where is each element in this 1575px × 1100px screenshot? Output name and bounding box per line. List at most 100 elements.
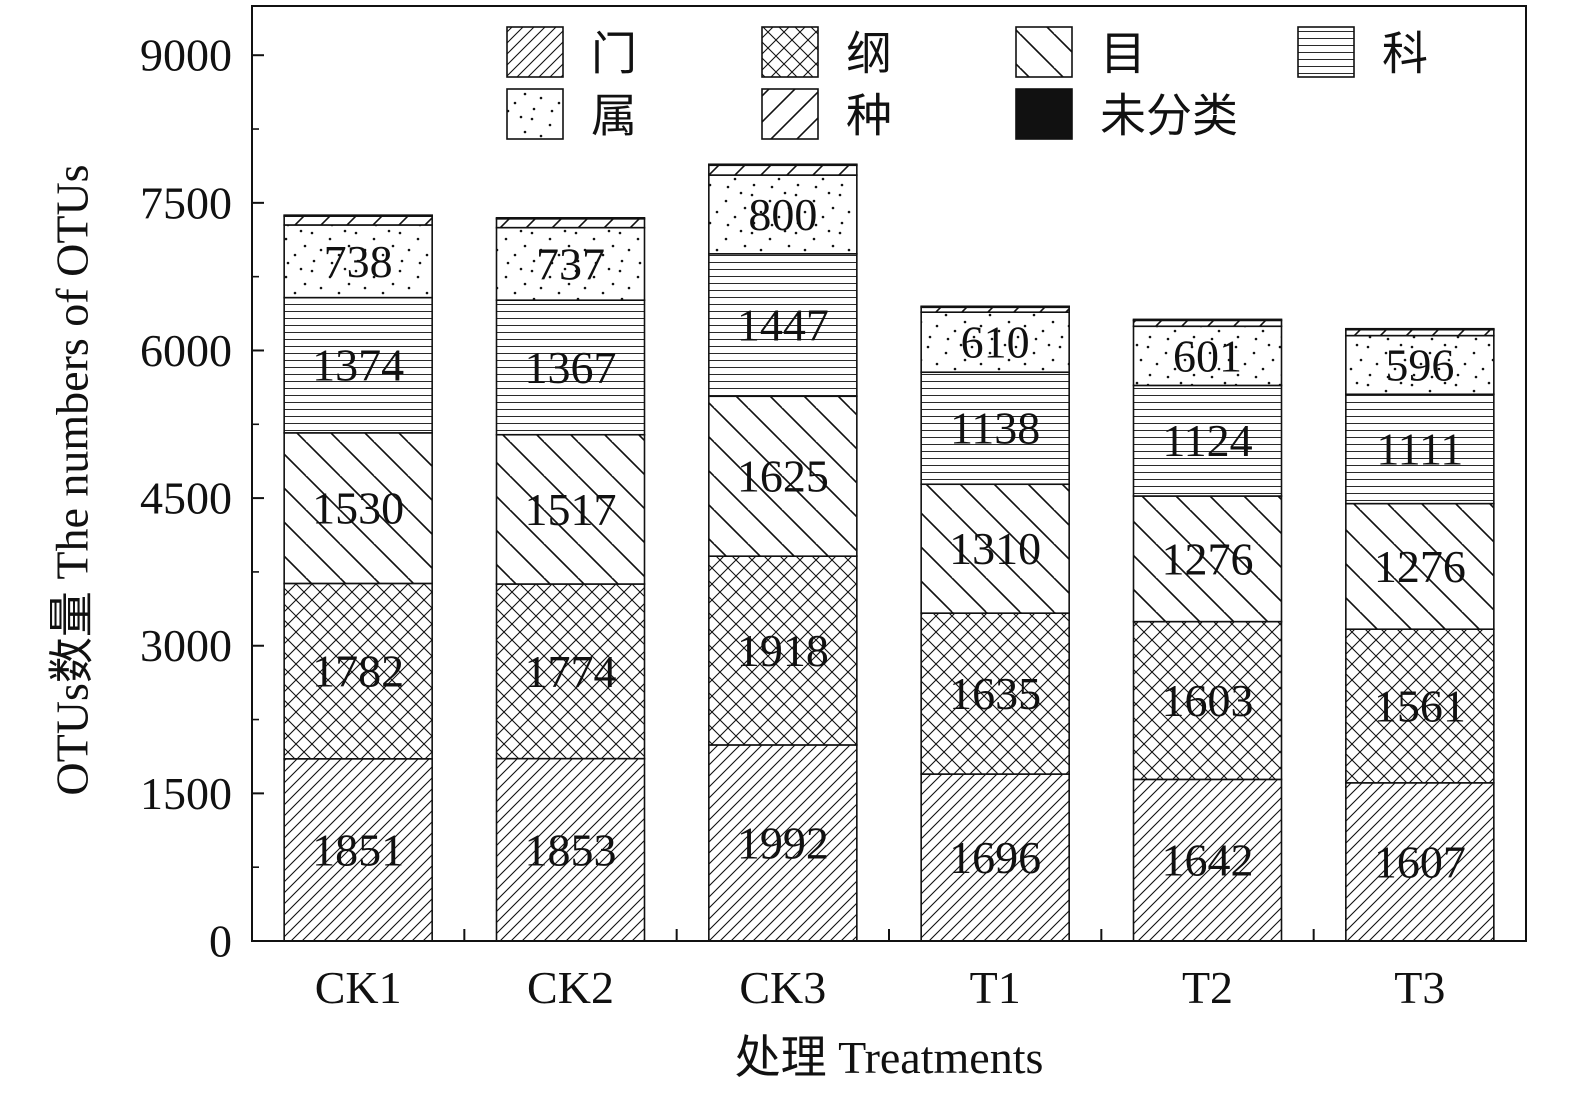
legend-label: 科 [1382,29,1428,80]
legend-swatch [1015,26,1073,78]
bar-segment [708,744,858,942]
x-axis-ticks: CK1 CK2 CK3 T1 T2 T3 [315,929,1445,1013]
bar-segment [1345,393,1495,505]
bar-segment [495,583,646,760]
y-tick-label: 9000 [140,30,232,81]
bar-segment [495,217,646,229]
bar-segment [1345,328,1495,337]
bar-segment [283,296,433,434]
data-label: 610 [961,317,1030,368]
x-tick-label: T3 [1394,962,1445,1013]
legend-label: 门 [591,29,637,80]
data-label: 1517 [525,484,617,535]
bar-segment [1132,384,1283,497]
bar-segment [1132,495,1283,623]
y-tick-label: 0 [209,916,232,967]
data-label: 1111 [1376,423,1463,474]
legend-swatch [506,26,564,78]
x-tick-label: CK1 [315,962,402,1013]
bar-segment [283,224,433,299]
bar-segment [708,164,858,176]
data-label: 1851 [312,824,404,875]
legend-swatch [761,88,819,140]
data-label: 1124 [1162,415,1252,466]
bar-segment [1132,620,1283,781]
data-label: 738 [324,236,393,287]
data-label: 1992 [737,817,829,868]
data-label: 737 [536,238,605,289]
y-tick-label: 6000 [140,325,232,376]
data-label: 1918 [737,625,829,676]
x-tick-label: T1 [970,962,1021,1013]
x-tick-label: CK3 [739,962,826,1013]
y-tick-label: 1500 [140,768,232,819]
x-tick-label: T2 [1182,962,1233,1013]
bar-segment [708,163,858,167]
data-label: 1853 [525,824,617,875]
data-label: 1276 [1162,533,1254,584]
data-label: 1276 [1374,541,1466,592]
plot-frame [251,5,1527,942]
bar-segment [1345,628,1495,784]
legend-label: 属 [591,91,637,142]
bar-segment [495,433,646,585]
bar-segment [1345,327,1495,331]
bar-segment [1132,318,1283,322]
legend-label: 未分类 [1100,91,1238,142]
bar-labels-layer: 1851 1782 1530 1374 738 1853 1774 1517 1367 737 19… [312,189,1466,887]
bar-segment [1132,319,1283,328]
data-label: 1447 [737,300,829,351]
bar-segment [495,226,646,301]
bar-segment [495,757,646,942]
bar-segment [283,758,433,942]
bar-segment [920,773,1070,942]
bar-segment [920,311,1070,374]
bar-segment [283,214,433,217]
data-label: 1138 [950,403,1040,454]
y-tick-label: 3000 [140,620,232,671]
legend-label: 目 [1100,29,1146,80]
bar-segment [283,582,433,760]
data-label: 1561 [1374,681,1466,732]
x-tick-label: CK2 [527,962,614,1013]
data-label: 1782 [312,646,404,697]
legend-swatch [1297,26,1355,78]
data-label: 1774 [525,646,617,697]
y-axis-ticks: 0 1500 3000 4500 6000 7500 9000 [140,30,264,967]
bar-segment [1345,782,1495,942]
data-label: 1642 [1162,835,1254,886]
legend-label: 纲 [846,29,892,80]
bar-segment [708,555,858,746]
bars-layer [283,163,1495,942]
bar-segment [920,483,1070,614]
data-label: 1310 [949,523,1041,574]
axes [251,5,1527,942]
legend-swatch [1015,88,1073,140]
y-tick-label: 4500 [140,473,232,524]
x-axis-label: 处理 Treatments [735,1032,1044,1083]
bar-segment [283,215,433,226]
bar-segment [920,371,1070,486]
bar-segment [1132,778,1283,942]
data-label: 1625 [737,451,829,502]
y-tick-label: 7500 [140,177,232,228]
data-label: 1635 [949,668,1041,719]
data-label: 800 [748,189,817,240]
legend-label: 种 [846,91,892,142]
data-label: 596 [1385,339,1454,390]
data-label: 1603 [1162,675,1254,726]
bar-segment [920,612,1070,775]
legend-swatch [506,88,564,140]
data-label: 1696 [949,832,1041,883]
y-axis-label: OTUs数量 The numbers of OTUs [47,164,98,795]
bar-segment [708,174,858,255]
bar-segment [495,299,646,436]
data-label: 1374 [312,340,404,391]
data-label: 1530 [312,483,404,534]
data-label: 1367 [525,342,617,393]
bar-segment [1345,334,1495,396]
bar-segment [495,217,646,220]
bar-segment [920,305,1070,309]
legend: 门 纲 目 科属 种 未分类 [506,26,1428,142]
